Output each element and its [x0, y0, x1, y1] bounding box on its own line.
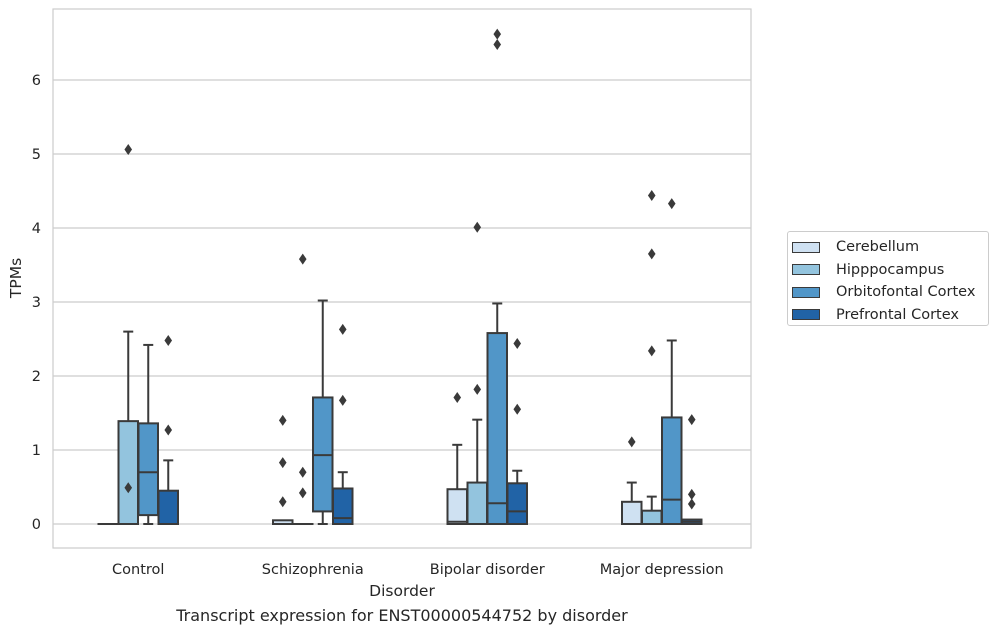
- outlier-point: [687, 414, 696, 426]
- y-tick-label: 4: [32, 221, 41, 237]
- y-tick-labels: 0 1 2 3 4 5 6: [32, 73, 41, 533]
- box-2-0: [446, 391, 468, 525]
- outlier-point: [627, 436, 636, 448]
- outlier-point: [278, 414, 287, 426]
- x-axis-label: Disorder: [369, 582, 435, 600]
- outlier-point: [278, 457, 287, 469]
- legend-swatch: [792, 264, 820, 276]
- box-body: [332, 487, 354, 526]
- box-2-3: [506, 337, 528, 525]
- outlier-point: [473, 383, 482, 395]
- outlier-point: [124, 144, 133, 156]
- legend-swatch: [792, 286, 820, 298]
- box-0-2: [137, 343, 159, 525]
- outlier-point: [164, 424, 173, 436]
- box-3-1: [641, 189, 663, 525]
- box-body: [446, 488, 468, 525]
- x-tick-label: Schizophrenia: [262, 562, 364, 578]
- outlier-point: [124, 482, 133, 494]
- box-body: [117, 420, 139, 526]
- legend-label: Prefrontal Cortex: [836, 306, 959, 323]
- y-tick-label: 0: [32, 517, 41, 533]
- outlier-point: [513, 403, 522, 415]
- legend-item: Prefrontal Cortex: [792, 304, 988, 327]
- legend-item: Hipppocampus: [792, 259, 988, 282]
- legend-item: Cerebellum: [792, 236, 988, 259]
- box-body: [506, 482, 528, 525]
- outlier-point: [338, 323, 347, 335]
- box-body: [137, 422, 159, 517]
- outlier-point: [453, 391, 462, 403]
- gridlines: [53, 79, 751, 525]
- outlier-point: [338, 394, 347, 406]
- box-body: [661, 416, 683, 525]
- outlier-point: [298, 253, 307, 265]
- outlier-point: [667, 198, 676, 210]
- box-1-0: [272, 414, 294, 525]
- legend-swatch: [792, 309, 820, 321]
- y-tick-label: 1: [32, 443, 41, 459]
- x-tick-label: Bipolar disorder: [430, 562, 545, 578]
- outlier-point: [513, 337, 522, 349]
- box-3-3: [681, 414, 703, 525]
- legend-label: Hipppocampus: [836, 261, 945, 278]
- x-tick-label: Control: [112, 562, 164, 578]
- outlier-point: [647, 189, 656, 201]
- outlier-point: [278, 496, 287, 508]
- outlier-point: [647, 248, 656, 260]
- x-tick-labels: Control Schizophrenia Bipolar disorder Majo…: [112, 562, 724, 578]
- boxes-layer: [97, 28, 703, 526]
- box-2-1: [466, 221, 488, 525]
- box-1-3: [332, 323, 354, 526]
- x-tick-label: Major depression: [600, 562, 724, 578]
- box-1-1: [292, 253, 314, 526]
- outlier-point: [298, 466, 307, 478]
- legend-item: Orbitofontal Cortex: [792, 281, 988, 304]
- legend-label: Orbitofontal Cortex: [836, 284, 976, 301]
- y-tick-label: 5: [32, 147, 41, 163]
- box-body: [641, 509, 663, 525]
- outlier-point: [687, 488, 696, 500]
- outlier-point: [298, 487, 307, 499]
- outlier-point: [473, 221, 482, 233]
- box-body: [157, 489, 179, 526]
- box-2-2: [486, 28, 508, 525]
- outlier-point: [647, 345, 656, 357]
- outlier-point: [164, 334, 173, 346]
- legend-swatch: [792, 241, 820, 253]
- box-body: [621, 500, 643, 525]
- y-axis-label: TPMs: [7, 258, 25, 299]
- plot-frame: [52, 8, 752, 549]
- y-tick-label: 2: [32, 369, 41, 385]
- legend-label: Cerebellum: [836, 239, 920, 256]
- outlier-point: [493, 28, 502, 40]
- box-1-2: [312, 299, 334, 525]
- box-3-2: [661, 198, 683, 525]
- outlier-point: [687, 498, 696, 510]
- legend: Cerebellum Hipppocampus Orbitofontal Corte…: [787, 231, 989, 326]
- box-body: [486, 332, 508, 525]
- y-tick-label: 6: [32, 73, 41, 89]
- box-0-1: [117, 144, 139, 526]
- box-body: [466, 481, 488, 525]
- box-0-3: [157, 334, 179, 526]
- y-tick-label: 3: [32, 295, 41, 311]
- chart-caption: Transcript expression for ENST0000054475…: [176, 606, 628, 625]
- outlier-point: [493, 38, 502, 50]
